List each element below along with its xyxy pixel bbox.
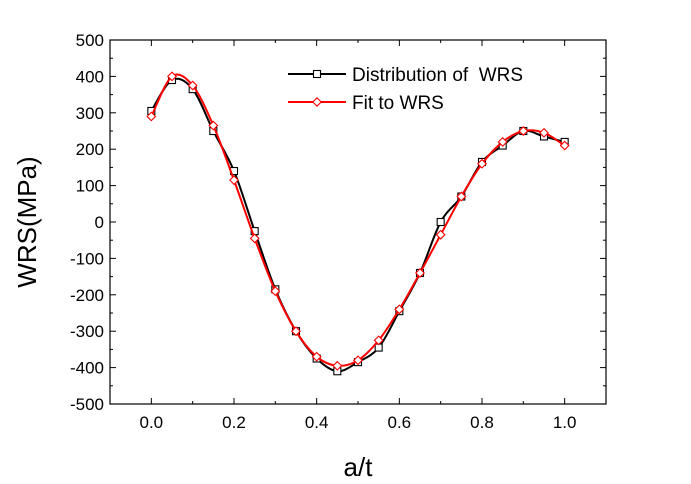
- data-point: [353, 355, 363, 366]
- legend-label-1: Fit to WRS: [352, 93, 444, 114]
- data-point: [435, 229, 446, 240]
- y-tick-label: -100: [70, 249, 104, 268]
- legend-label-0: Distribution of WRS: [352, 65, 523, 86]
- y-tick-label: 100: [76, 177, 104, 196]
- legend-marker-0: [312, 69, 322, 79]
- y-tick-label: 500: [76, 31, 104, 50]
- data-point: [497, 136, 508, 147]
- y-axis-label: WRS(MPa): [12, 156, 42, 287]
- x-tick-label: 0.0: [140, 413, 164, 432]
- data-point: [167, 71, 177, 82]
- data-point: [436, 217, 445, 227]
- x-tick-label: 0.4: [305, 413, 329, 432]
- x-tick-label: 0.2: [222, 413, 246, 432]
- data-point: [208, 120, 219, 131]
- x-axis-label: a/t: [344, 452, 374, 482]
- data-point: [291, 326, 301, 337]
- data-point: [146, 111, 157, 122]
- data-point: [394, 304, 405, 315]
- x-tick-label: 0.6: [388, 413, 412, 432]
- y-tick-label: 0: [95, 213, 104, 232]
- data-point: [270, 286, 281, 297]
- series-1: [146, 71, 570, 371]
- data-point: [311, 351, 322, 362]
- data-point: [456, 191, 467, 202]
- data-point: [373, 335, 384, 346]
- ticks-layer: 0.0 0.2 0.4 0.6 0.8 1.0 -500 -400 -300 -200 -100 0 1…: [70, 31, 607, 432]
- y-tick-label: -200: [70, 286, 104, 305]
- legend-marker-1: [312, 97, 322, 107]
- data-point: [249, 233, 260, 244]
- y-tick-label: 400: [76, 67, 104, 86]
- data-point: [518, 126, 529, 136]
- y-tick-label: 300: [76, 104, 104, 123]
- data-point: [539, 127, 549, 138]
- y-tick-label: -500: [70, 395, 104, 414]
- data-point: [415, 267, 425, 278]
- y-tick-label: 200: [76, 140, 104, 159]
- data-point: [559, 140, 570, 151]
- series-layer: [146, 71, 570, 376]
- data-point: [187, 80, 198, 91]
- data-point: [332, 360, 343, 371]
- y-tick-label: -300: [70, 322, 104, 341]
- series-line-1: [150, 73, 566, 367]
- data-point: [229, 175, 239, 186]
- legend: Distribution of WRS Fit to WRS: [288, 65, 523, 114]
- y-tick-label: -400: [70, 359, 104, 378]
- data-point: [477, 158, 487, 169]
- x-tick-label: 1.0: [553, 413, 577, 432]
- x-tick-label: 0.8: [470, 413, 494, 432]
